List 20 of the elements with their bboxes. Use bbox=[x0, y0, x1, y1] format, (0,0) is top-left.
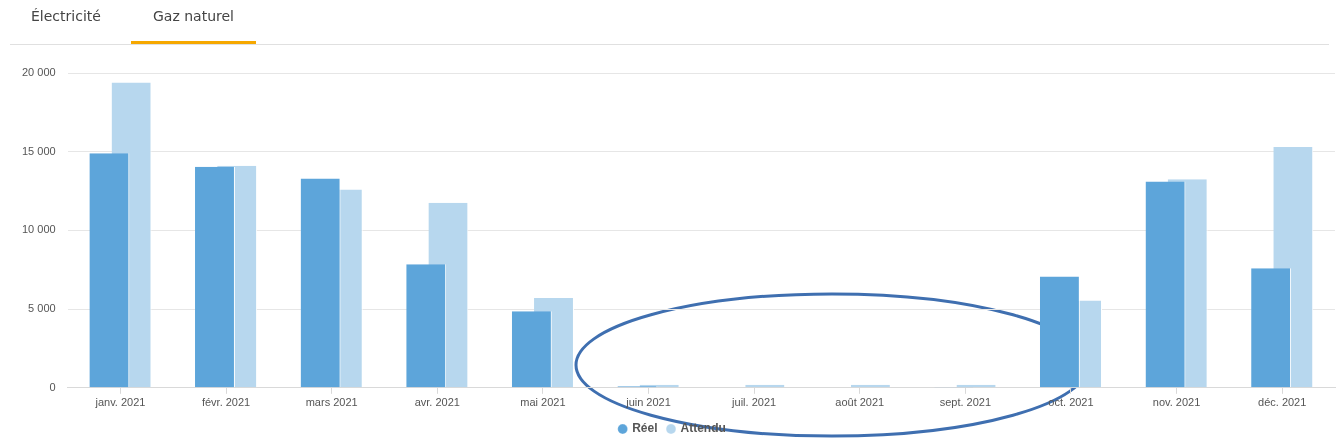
y-tick-label: 5 000 bbox=[28, 302, 56, 315]
y-tick-label: 15 000 bbox=[21, 144, 56, 157]
x-tick-label: juil. 2021 bbox=[731, 396, 777, 409]
x-tick-label: sept. 2021 bbox=[939, 396, 992, 409]
x-tick-label: mai 2021 bbox=[520, 396, 566, 409]
legend-label: Réel bbox=[632, 421, 658, 436]
x-tick-label: avr. 2021 bbox=[414, 396, 460, 409]
y-tick-label: 10 000 bbox=[21, 223, 56, 236]
x-tick-label: janv. 2021 bbox=[94, 396, 146, 409]
y-tick-label: 20 000 bbox=[21, 66, 56, 79]
y-tick-label: 0 bbox=[49, 380, 56, 393]
x-tick-label: mars 2021 bbox=[305, 396, 358, 409]
x-tick-label: févr. 2021 bbox=[201, 396, 251, 409]
x-tick-label: oct. 2021 bbox=[1048, 396, 1094, 409]
x-tick-label: août 2021 bbox=[835, 396, 885, 409]
x-tick-label: déc. 2021 bbox=[1258, 396, 1307, 409]
text: Gaz naturel bbox=[153, 8, 234, 24]
text: Électricité bbox=[31, 8, 101, 24]
x-tick-label: juin 2021 bbox=[625, 396, 671, 409]
x-tick-label: nov. 2021 bbox=[1152, 396, 1201, 409]
